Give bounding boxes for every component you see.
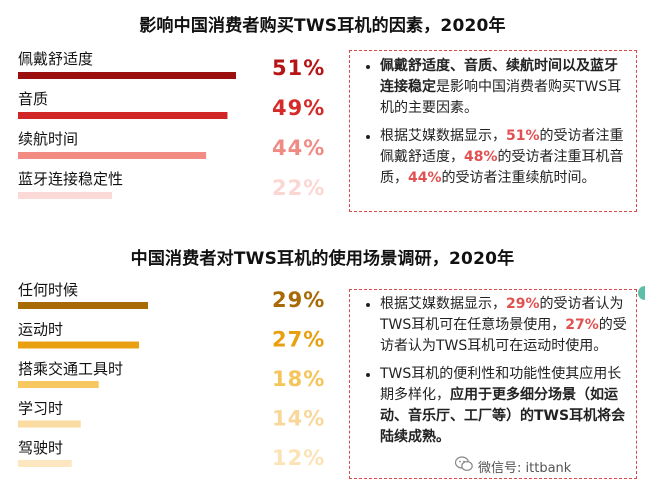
value-label: 18% [272, 367, 325, 391]
value-label: 51% [272, 56, 325, 80]
category-label: 学习时 [18, 400, 63, 418]
side-dot [638, 286, 645, 300]
category-label: 佩戴舒适度 [18, 50, 93, 68]
bar [18, 72, 236, 79]
category-label: 运动时 [18, 321, 63, 339]
highlight-value: 51% [506, 128, 540, 144]
insight-box-scenarios: 根据艾媒数据显示，29%的受访者认为TWS耳机可在任意场景使用，27%的受访者认… [349, 289, 637, 479]
bar [18, 381, 99, 388]
bar [18, 152, 207, 159]
insight-item: 佩戴舒适度、音质、续航时间以及蓝牙连接稳定是影响中国消费者购买TWS耳机的主要因… [380, 56, 628, 119]
value-label: 29% [272, 288, 325, 312]
insight-text: 根据艾媒数据显示， [380, 296, 506, 312]
category-label: 音质 [18, 90, 48, 108]
insight-text: 的受访者注重耳机音质， [380, 149, 624, 186]
wechat-icon [455, 456, 473, 472]
value-label: 49% [272, 96, 325, 120]
insight-item: 根据艾媒数据显示，51%的受访者注重佩戴舒适度，48%的受访者注重耳机音质，44… [380, 126, 628, 189]
category-label: 驾驶时 [18, 439, 63, 457]
category-label: 搭乘交通工具时 [18, 360, 123, 378]
watermark: 微信号: ittbank [478, 461, 572, 476]
insight-box-factors: 佩戴舒适度、音质、续航时间以及蓝牙连接稳定是影响中国消费者购买TWS耳机的主要因… [349, 50, 637, 212]
highlight-value: 44% [408, 170, 442, 186]
insight-item: 根据艾媒数据显示，29%的受访者认为TWS耳机可在任意场景使用，27%的受访者认… [380, 294, 628, 357]
bar [18, 420, 81, 428]
category-label: 任何时候 [18, 281, 78, 299]
chart2-title: 中国消费者对TWS耳机的使用场景调研，2020年 [130, 249, 515, 269]
highlight-value: 48% [464, 149, 498, 165]
value-label: 22% [272, 176, 325, 200]
highlight-value: 29% [506, 296, 540, 312]
value-label: 44% [272, 136, 325, 160]
category-label: 续航时间 [18, 130, 78, 148]
bar [18, 112, 228, 119]
insight-text: 的受访者认为TWS耳机可在任意场景使用， [380, 296, 624, 333]
bar [18, 460, 72, 467]
charts-svg: 佩戴舒适度 51% 音质 49% 续航时间 44% 蓝牙连接稳定性 22% 任何时候 29% 运动时… [18, 50, 325, 470]
value-label: 12% [272, 446, 325, 470]
insight-text: 的受访者注重续航时间。 [441, 170, 596, 186]
bar [18, 192, 113, 199]
insight-text: TWS耳机的便利性和功能性使其应用长期多样化， [380, 366, 622, 403]
category-label: 蓝牙连接稳定性 [18, 170, 123, 188]
bar [18, 341, 140, 349]
insight-item: TWS耳机的便利性和功能性使其应用长期多样化，应用于更多细分场景（如运动、音乐厅… [380, 364, 628, 448]
value-label: 14% [272, 407, 325, 431]
insight-text: 是影响中国消费者购买TWS耳机的主要因素。 [380, 79, 622, 116]
chart1-title: 影响中国消费者购买TWS耳机的因素，2020年 [139, 16, 506, 36]
insight-text: 的受访者注重佩戴舒适度， [380, 128, 624, 165]
insight-bold-text: 佩戴舒适度、音质、续航时间以及蓝牙连接稳定 [380, 58, 618, 95]
insight-text: 根据艾媒数据显示， [380, 128, 506, 144]
highlight-value: 27% [565, 317, 599, 333]
insight-text: 的受访者认为TWS耳机可在运动时使用。 [380, 317, 627, 354]
insight-bold-text: 应用于更多细分场景（如运动、音乐厅、工厂等）的TWS耳机将会陆续成熟。 [380, 387, 626, 445]
bar [18, 302, 148, 309]
value-label: 27% [272, 328, 325, 352]
